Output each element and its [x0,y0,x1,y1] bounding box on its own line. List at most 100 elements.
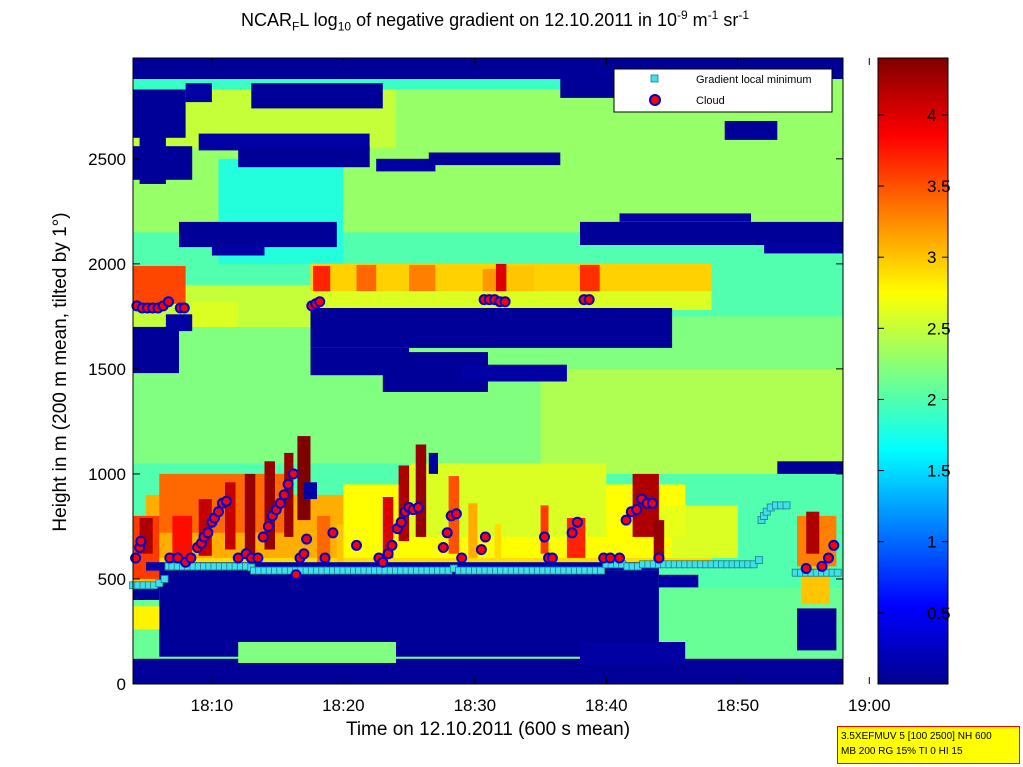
colorbar: 0.5 1 1.5 2 2.5 3 3.5 4 [877,57,951,685]
cloud-point [130,552,142,564]
cloud-point [386,539,398,551]
colorbar-scale [877,57,949,685]
heatmap-region [297,436,311,521]
cloud-point [631,504,643,516]
heatmap-region [806,511,820,554]
heatmap-region [264,461,275,550]
cloud-point [257,531,269,543]
cloud-point [377,556,389,568]
heatmap-region [461,364,567,382]
cloud-point [178,302,190,314]
cloud-point [287,468,299,480]
legend-label-cloud: Cloud [696,95,725,107]
cloud-point [539,531,550,543]
cloud-point [441,527,453,539]
heatmap-region [310,308,673,348]
cloud-point [566,527,578,539]
heatmap-region [580,221,843,245]
cloud-point [301,533,313,545]
cloud-point [646,497,658,509]
x-tick-label: 18:30 [454,696,497,715]
heatmap-region [777,461,843,474]
heatmap-region [764,242,843,254]
colorbar-tick-label: 4 [927,106,936,125]
heatmap-field [133,58,843,684]
cloud-point [450,508,462,520]
y-tick-label: 0 [117,675,126,694]
heatmap-region [165,314,193,332]
colorbar-tick-label: 2.5 [927,319,951,338]
y-tick-label: 2000 [88,255,126,274]
legend-marker-gradient-local-minimum [650,74,659,83]
heatmap-region [398,465,410,542]
cloud-point [274,497,286,509]
heatmap-region [494,524,502,563]
gradient-local-minimum-point [749,560,758,569]
cloud-point [653,552,665,564]
heatmap-region [133,266,186,304]
cloud-point [583,294,595,306]
legend-marker-cloud [649,94,661,106]
heatmap-region [797,608,837,651]
heatmap-region [146,562,659,571]
gradient-local-minimum-point [160,575,169,583]
heatmap-region [540,505,549,554]
heatmap-region [580,642,686,663]
colorbar-tick-label: 3.5 [927,177,951,196]
colorbar-tick-label: 2 [927,390,936,409]
heatmap-region [133,587,160,600]
heatmap-region [133,326,179,374]
cloud-point [499,296,511,308]
x-tick-label: 18:40 [585,696,628,715]
cloud-point [282,478,294,490]
heatmap-region [133,606,160,630]
heatmap-region [238,642,396,663]
y-tick-label: 1500 [88,360,126,379]
cloud-point [213,506,224,518]
heatmap-region [303,482,317,500]
heatmap-region [382,497,394,558]
cloud-point [327,527,339,539]
heatmap-region [495,263,507,300]
heatmap-region [211,245,265,256]
heatmap-region [244,473,256,554]
gradient-local-minimum-point [597,566,605,575]
heatmap-region [179,221,337,248]
gradient-local-minimum-point [755,556,763,564]
heatmap-region [238,146,370,168]
cloud-point [220,495,232,507]
cloud-point [614,552,625,564]
cloud-point [163,296,174,308]
cloud-point [382,548,394,560]
y-tick-label: 2500 [88,150,126,169]
cloud-point [290,569,302,581]
heatmap-region [724,121,778,140]
x-axis: 18:10 18:20 18:30 18:40 18:50 19:00 [191,58,891,715]
heatmap-region [133,146,193,180]
heatmap-region [653,520,665,567]
heatmap-region [356,264,377,292]
cloud-point [262,520,274,532]
cloud-point [278,489,290,501]
cloud-point [135,535,147,547]
x-axis-label: Time on 12.10.2011 (600 s mean) [346,719,630,740]
cloud-point [395,516,407,528]
cloud-point [412,502,424,513]
colorbar-ticks: 0.5 1 1.5 2 2.5 3 3.5 4 [878,106,951,623]
cloud-point [823,552,834,564]
heatmap-region [376,158,436,172]
cloud-point [800,563,812,574]
cloud-point [620,514,632,526]
heatmap-region [468,503,478,558]
gradient-local-minimum-point [833,568,842,577]
x-tick-label: 18:50 [717,696,760,715]
series-markers [129,294,842,590]
cloud-point [816,560,828,572]
gradient-local-minimum-point [155,579,164,588]
x-tick-label: 18:20 [322,696,365,715]
y-tick-label: 1000 [88,465,126,484]
heatmap-region [658,574,699,588]
plot-frame [132,57,844,685]
x-tick-label: 18:10 [191,696,234,715]
colorbar-tick-label: 1.5 [927,462,951,481]
